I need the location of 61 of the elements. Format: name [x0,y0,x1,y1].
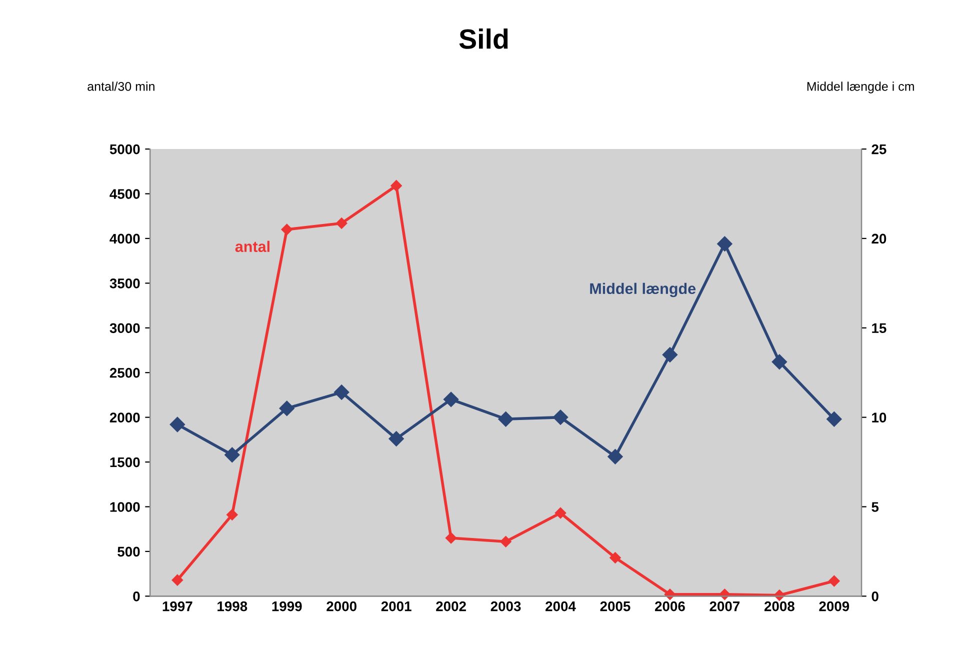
point [224,447,240,462]
chart-title: Sild [459,28,508,49]
point [390,180,402,192]
y2-tick-label: 20 [872,234,886,244]
point [498,412,514,427]
x-tick-label: 2000 [326,601,356,612]
y-tick-label: 4000 [110,234,140,244]
y2-tick-label: 15 [872,323,886,334]
point [719,588,730,600]
y-axis-title: antal/30 min [88,82,154,91]
point [610,552,621,564]
x-tick-label: 2004 [546,601,576,612]
point [772,354,787,370]
point [172,574,184,586]
point [717,236,732,252]
y2-tick-label: 0 [872,591,878,602]
y2-tick-label: 25 [872,144,886,154]
x-tick-label: 1999 [272,601,302,612]
series-label: antal [235,240,270,252]
point [664,588,676,600]
point [336,218,348,229]
point [279,400,294,416]
x-tick-label: 2003 [490,601,521,612]
series-label: Middel længde [590,282,696,298]
point [826,412,842,427]
x-tick-label: 2007 [710,601,740,612]
y-tick-label: 2000 [110,412,140,422]
x-tick-label: 2005 [600,601,630,612]
x-tick-label: 2001 [381,601,412,612]
y2-tick-label: 5 [872,502,879,512]
x-tick-label: 1997 [162,601,192,612]
point [170,416,185,432]
x-tick-label: 2009 [819,601,850,612]
x-tick-label: 2002 [436,601,466,612]
y-tick-label: 500 [118,546,140,557]
y-tick-label: 3500 [110,278,140,288]
x-tick-label: 2008 [764,601,794,612]
y-tick-label: 4500 [110,189,140,199]
point [828,575,840,587]
point [774,590,786,601]
y-tick-label: 5000 [110,144,140,154]
y2-tick-label: 10 [872,412,886,422]
y-tick-label: 2500 [110,368,140,378]
point [554,507,566,519]
point [608,449,623,464]
point [662,347,678,362]
y-tick-label: 0 [133,591,140,602]
point [334,384,350,400]
point [552,410,568,425]
point [443,392,459,407]
point [445,532,457,544]
point [281,224,292,236]
x-tick-label: 2006 [655,601,685,612]
point [500,536,512,548]
y2-axis-title: Middel længde i cm [807,82,914,94]
y-tick-label: 1500 [110,457,140,468]
point [226,509,238,520]
y-tick-label: 1000 [110,502,140,512]
point [388,431,404,446]
y-tick-label: 3000 [110,323,140,334]
x-tick-label: 1998 [218,601,248,612]
